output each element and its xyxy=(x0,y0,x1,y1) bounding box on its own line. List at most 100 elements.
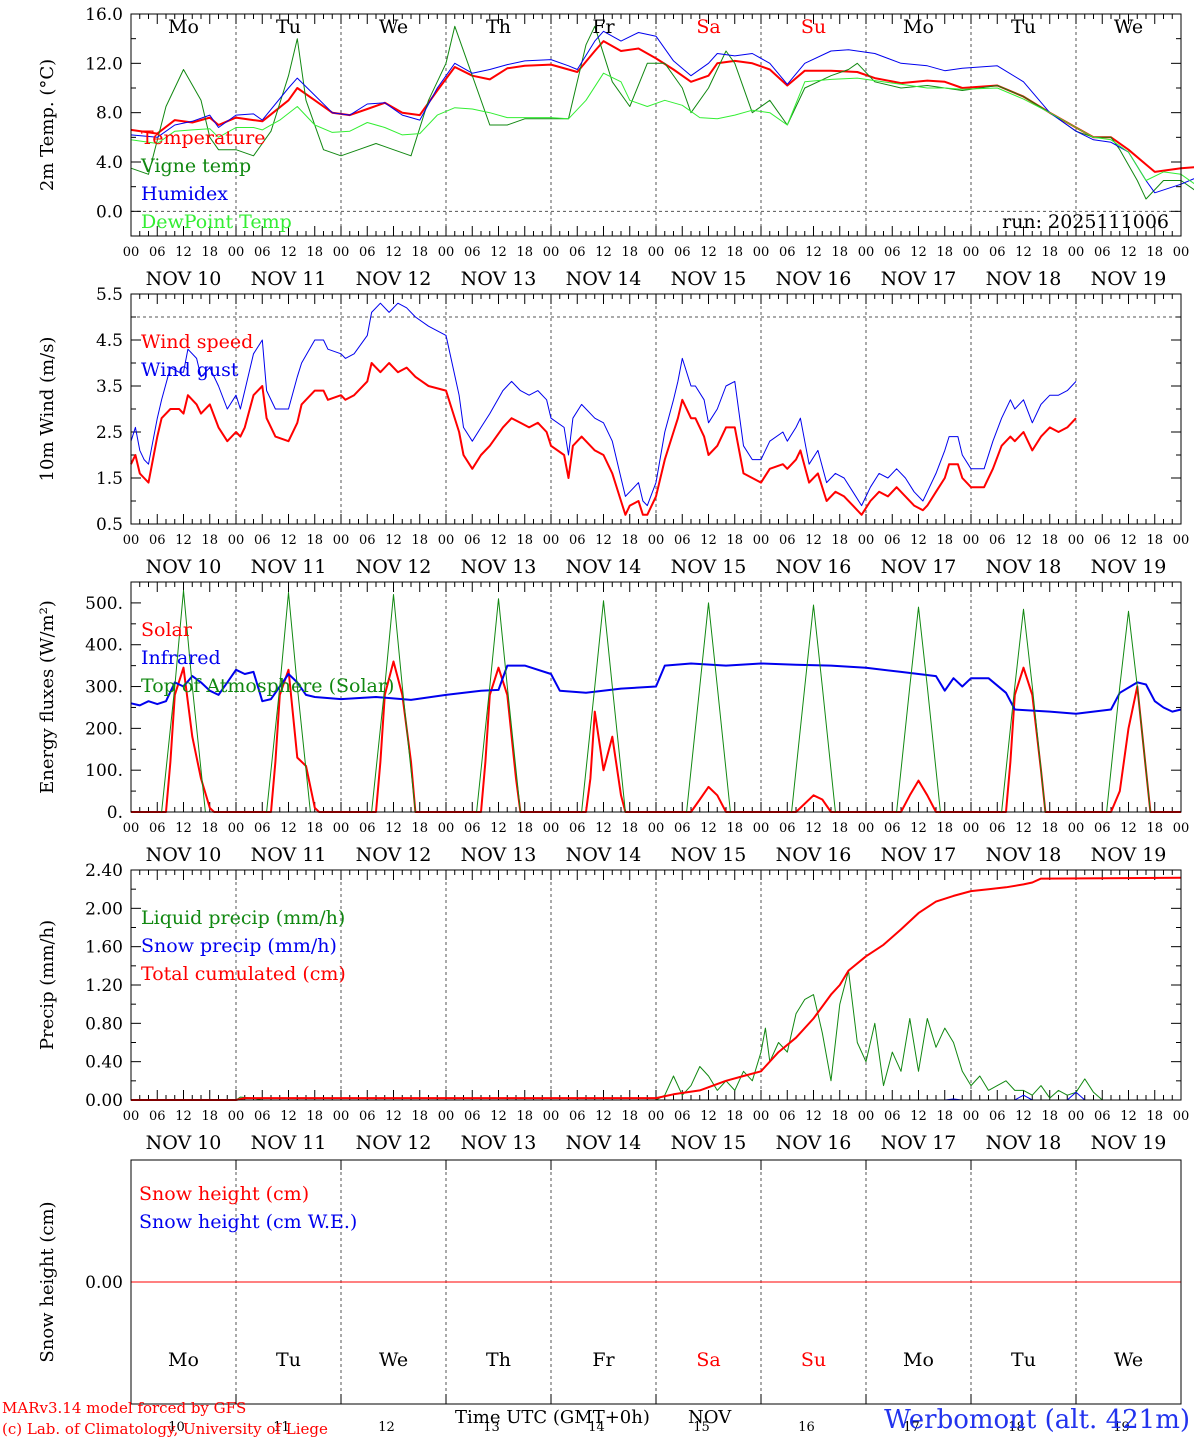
y-tick-label: 3.5 xyxy=(96,377,123,397)
hour-tick-label: 18 xyxy=(411,533,428,548)
weekday-label: We xyxy=(1114,16,1143,38)
y-axis-label: Snow height (cm) xyxy=(37,1201,58,1362)
hour-tick-label: 00 xyxy=(858,533,875,548)
hour-tick-label: 18 xyxy=(1146,533,1163,548)
legend-entry: Vigne temp xyxy=(140,155,251,177)
hour-tick-label: 06 xyxy=(674,533,691,548)
date-label: NOV 10 xyxy=(146,268,222,290)
hour-tick-label: 00 xyxy=(543,533,560,548)
y-tick-label: 12.0 xyxy=(85,54,123,74)
hour-tick-label: 12 xyxy=(385,1109,402,1124)
x-axis-title: Time UTC (GMT+0h) xyxy=(455,1407,650,1428)
legend-entry: DewPoint Temp xyxy=(141,211,292,233)
hour-tick-label: 12 xyxy=(595,1109,612,1124)
hour-tick-label: 06 xyxy=(254,245,271,260)
credit-line-2: (c) Lab. of Climatology, University of L… xyxy=(2,1420,328,1438)
hour-tick-label: 00 xyxy=(858,821,875,836)
series-solar xyxy=(131,660,1181,813)
legend-entry: Liquid precip (mm/h) xyxy=(141,907,345,929)
date-label: NOV 14 xyxy=(566,844,642,866)
hour-tick-label: 06 xyxy=(1094,1109,1111,1124)
hour-tick-label: 12 xyxy=(1015,245,1032,260)
weekday-label: Th xyxy=(486,16,511,38)
hour-tick-label: 18 xyxy=(201,821,218,836)
y-tick-label: 16.0 xyxy=(85,5,123,25)
hour-tick-label: 18 xyxy=(1146,1109,1163,1124)
hour-tick-label: 00 xyxy=(1173,1109,1190,1124)
hour-tick-label: 12 xyxy=(385,533,402,548)
hour-tick-label: 12 xyxy=(1015,821,1032,836)
hour-tick-label: 00 xyxy=(1068,533,1085,548)
hour-tick-label: 00 xyxy=(648,821,665,836)
date-label: NOV 10 xyxy=(146,1132,222,1154)
hour-tick-label: 18 xyxy=(516,1109,533,1124)
credit-line-1: MARv3.14 model forced by GFS xyxy=(2,1399,246,1417)
run-label: run: 2025111006 xyxy=(1002,211,1169,233)
hour-tick-label: 06 xyxy=(884,821,901,836)
date-label: NOV 19 xyxy=(1091,844,1167,866)
hour-tick-label: 12 xyxy=(175,245,192,260)
hour-tick-label: 18 xyxy=(516,533,533,548)
hour-tick-label: 00 xyxy=(123,821,140,836)
series-wind-speed xyxy=(130,362,1077,516)
date-label: NOV 17 xyxy=(881,556,957,578)
day-number-label: 14 xyxy=(588,1420,605,1435)
hour-tick-label: 06 xyxy=(989,533,1006,548)
hour-tick-label: 18 xyxy=(201,533,218,548)
hour-tick-label: 12 xyxy=(1120,1109,1137,1124)
day-number-label: 10 xyxy=(168,1420,185,1435)
weekday-label: Mo xyxy=(168,16,199,38)
hour-tick-label: 06 xyxy=(1094,533,1111,548)
hour-tick-label: 18 xyxy=(936,821,953,836)
hour-tick-label: 18 xyxy=(726,821,743,836)
hour-tick-label: 06 xyxy=(464,821,481,836)
y-tick-label: 1.5 xyxy=(96,469,123,489)
hour-tick-label: 00 xyxy=(858,1109,875,1124)
y-tick-label: 1.60 xyxy=(85,938,123,958)
hour-tick-label: 12 xyxy=(280,821,297,836)
legend-entry: Solar xyxy=(141,619,193,641)
hour-tick-label: 00 xyxy=(753,1109,770,1124)
legend-entry: Snow precip (mm/h) xyxy=(141,935,337,957)
date-label: NOV 12 xyxy=(356,268,432,290)
hour-tick-label: 18 xyxy=(621,821,638,836)
date-label: NOV 13 xyxy=(461,556,537,578)
weekday-label: Mo xyxy=(903,16,934,38)
weekday-label: Fr xyxy=(592,16,615,38)
y-tick-label: 4.0 xyxy=(96,153,123,173)
hour-tick-label: 18 xyxy=(1041,245,1058,260)
hour-tick-label: 12 xyxy=(805,821,822,836)
hour-tick-label: 18 xyxy=(1146,245,1163,260)
date-label: NOV 10 xyxy=(146,844,222,866)
hour-tick-label: 18 xyxy=(411,1109,428,1124)
hour-tick-label: 00 xyxy=(1068,245,1085,260)
legend-entry: Total cumulated (cm) xyxy=(141,963,346,985)
hour-tick-label: 06 xyxy=(149,533,166,548)
hour-tick-label: 00 xyxy=(438,821,455,836)
hour-tick-label: 06 xyxy=(254,821,271,836)
hour-tick-label: 06 xyxy=(674,821,691,836)
y-tick-label: 200. xyxy=(85,719,123,739)
hour-tick-label: 06 xyxy=(1094,821,1111,836)
hour-tick-label: 18 xyxy=(306,533,323,548)
series-wind-gust xyxy=(130,302,1077,507)
hour-tick-label: 12 xyxy=(595,821,612,836)
hour-tick-label: 12 xyxy=(700,1109,717,1124)
y-axis-label: 2m Temp. (°C) xyxy=(37,59,58,191)
date-label: NOV 15 xyxy=(671,268,747,290)
hour-tick-label: 18 xyxy=(201,245,218,260)
y-tick-label: 0. xyxy=(107,803,123,823)
hour-tick-label: 06 xyxy=(884,533,901,548)
hour-tick-label: 18 xyxy=(516,821,533,836)
date-label: NOV 12 xyxy=(356,844,432,866)
day-number-label: 11 xyxy=(273,1420,290,1435)
hour-tick-label: 00 xyxy=(333,821,350,836)
series-infrared xyxy=(130,662,1182,715)
date-label: NOV 13 xyxy=(461,844,537,866)
hour-tick-label: 18 xyxy=(1146,821,1163,836)
hour-tick-label: 06 xyxy=(569,245,586,260)
date-label: NOV 15 xyxy=(671,1132,747,1154)
hour-tick-label: 12 xyxy=(1120,821,1137,836)
hour-tick-label: 18 xyxy=(726,1109,743,1124)
